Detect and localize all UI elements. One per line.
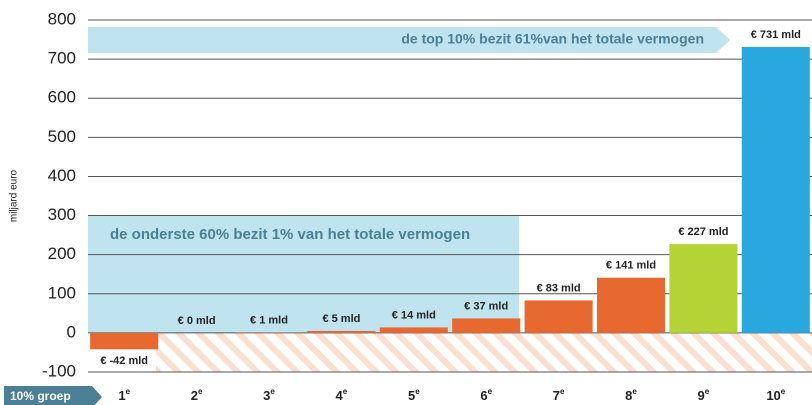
y-axis-label: miljard euro <box>9 169 20 222</box>
bar <box>307 330 376 333</box>
x-tick-label: 6e <box>480 387 492 403</box>
ordinal-suffix: e <box>343 387 348 396</box>
x-tick-label: 10e <box>766 387 785 403</box>
value-label: € -42 mld <box>100 355 148 367</box>
y-tick-label: 800 <box>48 9 76 28</box>
y-tick-label: 0 <box>67 322 76 341</box>
ordinal-suffix: e <box>705 387 710 396</box>
x-label-arrow <box>4 386 102 405</box>
ordinal-suffix: e <box>488 387 493 396</box>
ordinal-suffix: e <box>415 387 420 396</box>
category: 5 <box>408 388 415 403</box>
annotation: de onderste 60% bezit 1% van het totale … <box>110 226 470 243</box>
category: 3 <box>263 388 270 403</box>
ordinal-suffix: e <box>270 387 275 396</box>
category: 10 <box>766 388 780 403</box>
value-label: € 1 mld <box>250 314 288 326</box>
y-tick-label: 400 <box>48 166 76 185</box>
ordinal-suffix: e <box>632 387 637 396</box>
category: 9 <box>698 388 705 403</box>
x-tick-label: 5e <box>408 387 420 403</box>
y-tick-label: 700 <box>48 49 76 68</box>
value-label: € 37 mld <box>464 300 508 312</box>
category: 7 <box>553 388 560 403</box>
value-label: € 5 mld <box>322 313 360 325</box>
top-10-arrow <box>88 27 730 53</box>
grid <box>88 19 812 373</box>
x-tick-label: 9e <box>698 387 710 403</box>
ordinal-suffix: e <box>126 387 131 396</box>
ordinal-suffix: e <box>781 387 786 396</box>
value-label: € 14 mld <box>392 309 436 321</box>
category: 4 <box>336 388 344 403</box>
ordinal-suffix: e <box>198 387 203 396</box>
y-tick-label: 100 <box>48 283 76 302</box>
bar <box>741 46 810 333</box>
value-label: € 0 mld <box>178 315 216 327</box>
ordinal-suffix: e <box>560 387 565 396</box>
y-tick-label: 300 <box>48 205 76 224</box>
x-tick-label: 2e <box>191 387 203 403</box>
x-tick-label: 4e <box>336 387 348 403</box>
bar <box>452 318 521 333</box>
x-axis-label: 10% groep <box>10 389 71 403</box>
x-tick-label: 1e <box>118 387 130 403</box>
y-tick-label: 600 <box>48 88 76 107</box>
x-tick-label: 8e <box>625 387 637 403</box>
bar <box>379 327 448 333</box>
x-tick-label: 3e <box>263 387 275 403</box>
bar <box>596 277 666 333</box>
category: 6 <box>480 388 487 403</box>
negative-zone <box>156 333 812 372</box>
y-tick-label: 500 <box>48 127 76 146</box>
value-label: € 227 mld <box>678 226 728 238</box>
category: 8 <box>625 388 632 403</box>
y-tick-label: 200 <box>48 244 76 263</box>
bar <box>524 300 593 333</box>
bar <box>669 244 738 333</box>
category: 2 <box>191 388 198 403</box>
annotation: de top 10% bezit 61%van het totale vermo… <box>401 31 704 47</box>
bottom-60-box <box>88 216 519 333</box>
value-label: € 731 mld <box>751 29 801 41</box>
x-tick-label: 7e <box>553 387 565 403</box>
value-label: € 83 mld <box>537 282 581 294</box>
bar <box>90 332 159 350</box>
y-tick-label: -100 <box>42 361 76 380</box>
value-label: € 141 mld <box>606 260 656 272</box>
category: 1 <box>118 388 125 403</box>
